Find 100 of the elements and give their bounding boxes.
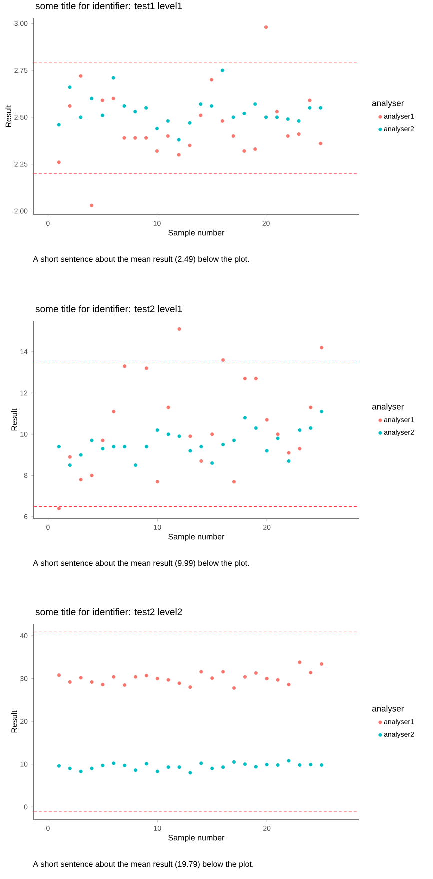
point: [134, 110, 138, 114]
point: [188, 771, 192, 775]
point: [57, 674, 61, 678]
legend-title: analyser: [372, 100, 404, 108]
chart-title: some title for identifier: test2 level2: [36, 608, 182, 616]
point: [166, 432, 170, 436]
point: [276, 763, 280, 768]
point: [112, 675, 116, 679]
point: [188, 144, 192, 148]
point: [265, 763, 269, 767]
point: [134, 768, 138, 772]
point: [320, 763, 324, 768]
y-axis-title: Result: [6, 105, 12, 128]
point: [222, 442, 226, 447]
point: [222, 358, 226, 362]
point: [309, 426, 313, 430]
point: [178, 434, 182, 438]
point: [254, 671, 258, 676]
point: [68, 766, 72, 770]
point: [57, 123, 61, 127]
point: [254, 376, 258, 381]
point: [79, 116, 83, 120]
chart-title: some title for identifier: test2 level1: [36, 306, 182, 312]
point: [68, 104, 72, 108]
point: [123, 445, 127, 449]
point: [243, 416, 247, 420]
point: [79, 478, 83, 482]
point: [210, 432, 214, 436]
point: [210, 766, 214, 770]
point: [276, 436, 280, 440]
point: [68, 86, 72, 90]
point: [79, 676, 83, 680]
legend-title: analyser: [372, 706, 404, 714]
point: [90, 680, 94, 684]
point: [144, 674, 149, 678]
point: [264, 26, 268, 30]
point: [188, 434, 192, 438]
point: [308, 98, 312, 102]
point: [232, 134, 236, 138]
point: [309, 406, 313, 410]
point: [90, 96, 94, 100]
point: [144, 106, 148, 110]
point: [320, 662, 324, 666]
point: [242, 149, 246, 154]
point: [90, 204, 94, 208]
point: [222, 670, 226, 674]
point: [155, 149, 160, 154]
point: [220, 68, 224, 72]
point: [79, 770, 83, 774]
point: [57, 506, 61, 510]
point: [134, 136, 138, 140]
point: [144, 136, 148, 140]
point: [243, 762, 247, 766]
point: [319, 142, 323, 146]
point: [309, 763, 313, 767]
point: [101, 764, 105, 768]
point: [200, 762, 204, 766]
point: [166, 678, 170, 682]
point: [319, 106, 323, 110]
point: [112, 76, 116, 80]
point: [90, 474, 94, 478]
point: [68, 464, 72, 468]
point: [101, 438, 105, 442]
point: [112, 410, 116, 414]
point: [286, 118, 290, 122]
point: [254, 102, 258, 106]
point: [188, 121, 192, 125]
point: [144, 445, 149, 449]
point: [287, 759, 291, 763]
point: [254, 426, 258, 430]
x-axis-title: Sample number: [168, 834, 225, 842]
point: [287, 682, 291, 687]
point: [156, 480, 160, 484]
y-axis-title: Result: [11, 710, 18, 733]
point: [309, 670, 313, 675]
point: [222, 766, 226, 770]
text: A short sentence about the mean result (9.99) below the plot.: [33, 560, 249, 568]
point: [298, 660, 302, 664]
point: [57, 445, 61, 449]
point: [220, 119, 224, 123]
point: [123, 683, 127, 687]
point: [166, 134, 170, 138]
point: [265, 418, 269, 422]
point: [232, 480, 236, 484]
point: [178, 682, 182, 686]
point: [112, 445, 116, 449]
point: [210, 104, 214, 108]
point: [188, 449, 192, 453]
point: [275, 116, 279, 120]
x-axis-title: Sample number: [168, 534, 225, 542]
point: [122, 136, 126, 140]
point: [90, 438, 94, 442]
point: [156, 428, 160, 432]
point: [178, 327, 182, 332]
point: [79, 74, 83, 78]
point: [90, 766, 94, 770]
point: [166, 766, 170, 770]
point: [156, 676, 160, 681]
text: A short sentence about the mean result (2.49) below the plot.: [33, 256, 249, 264]
point: [166, 406, 170, 410]
